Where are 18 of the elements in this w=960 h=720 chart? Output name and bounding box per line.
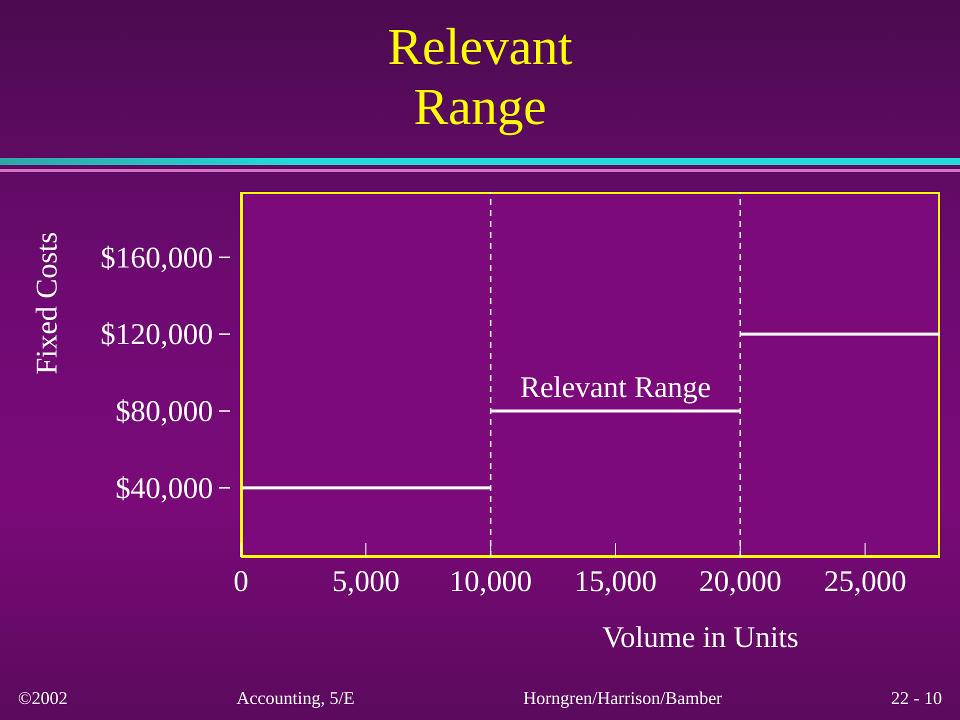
chart-title: Relevant Range (386, 18, 574, 138)
x-tick-label: 25,000 (824, 565, 906, 598)
y-tick-label: $80,000 (116, 395, 213, 428)
annotation: Relevant Range (520, 371, 711, 404)
y-axis-title: Fixed Costs (30, 232, 64, 374)
y-tick-label: $160,000 (100, 241, 213, 274)
x-tick-label: 5,000 (332, 565, 400, 598)
text: Horngren/Harrison/Bamber (523, 688, 722, 709)
text: 22 - 10 (890, 688, 942, 709)
x-tick-label: 20,000 (699, 565, 782, 598)
x-axis-title: Volume in Units (602, 621, 799, 654)
y-tick-label: $40,000 (116, 472, 213, 505)
y-tick-label: $120,000 (100, 318, 213, 352)
text: ©2002 (18, 688, 68, 709)
x-tick-label: 10,000 (449, 565, 532, 598)
x-tick-label: 0 (234, 565, 248, 598)
x-tick-label: 15,000 (574, 565, 657, 598)
text: Accounting, 5/E (236, 688, 354, 709)
